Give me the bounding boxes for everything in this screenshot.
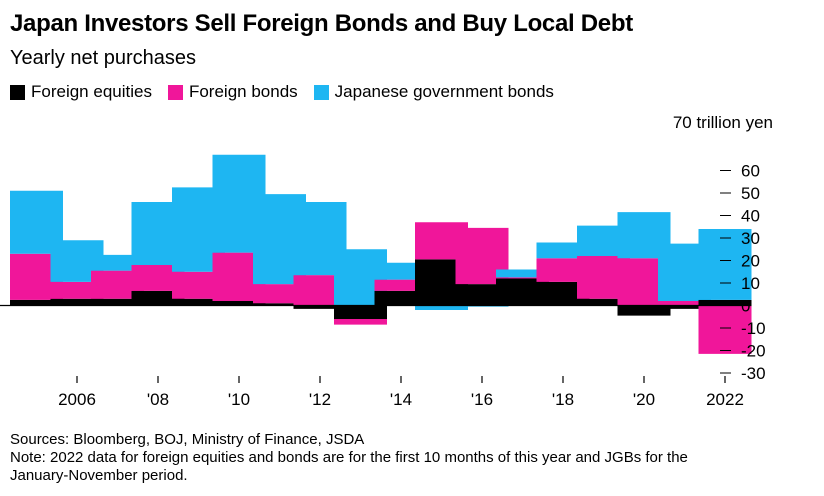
bar-equities-2007	[91, 298, 144, 306]
x-tick-label-2012: '12	[309, 390, 331, 409]
legend-item-japanese-government-bonds: Japanese government bonds	[313, 82, 554, 102]
bar-equities-2006	[50, 298, 104, 306]
bar-equities-2019	[577, 298, 630, 306]
bar-equities-2010	[212, 301, 266, 306]
bar-jgb-2018	[536, 242, 590, 259]
bar-equities-2008	[131, 290, 185, 306]
bar-jgb-2014	[374, 262, 428, 280]
note-text-line-2: January-November period.	[10, 467, 188, 484]
bar-jgb-2022	[698, 229, 752, 300]
bar-bonds-2006	[50, 281, 104, 299]
note-text-line-1: Note: 2022 data for foreign equities and…	[10, 449, 688, 466]
legend-item-foreign-equities: Foreign equities	[10, 82, 152, 102]
bar-equities-2013	[334, 305, 387, 319]
x-tick-label-2022: 2022	[706, 390, 744, 409]
axis-group: 70 trillion yen 60 50 40 30 20 10 0 -10 -20 -30 200…	[0, 113, 773, 409]
y-tick-label--20: -20	[741, 342, 766, 361]
bar-bonds-2021	[658, 301, 711, 306]
chart-subtitle: Yearly net purchases	[10, 47, 197, 69]
bar-bonds-2011	[253, 284, 306, 304]
bar-equities-2020	[617, 305, 671, 316]
bar-bonds-2018	[536, 258, 590, 282]
bars-group	[10, 154, 752, 354]
bar-equities-2012	[293, 305, 347, 309]
bar-bonds-2022	[698, 305, 752, 354]
bar-jgb-2007	[91, 254, 144, 271]
bar-bonds-2017	[496, 277, 549, 279]
x-tick-label-2010: '10	[228, 390, 250, 409]
y-tick-label-20: 20	[741, 252, 760, 271]
y-tick-label-0: 0	[741, 297, 750, 316]
y-tick-label-30: 30	[741, 229, 760, 248]
legend-item-foreign-bonds: Foreign bonds	[167, 82, 298, 102]
bar-bonds-2014	[374, 279, 428, 291]
x-tick-label-2018: '18	[552, 390, 574, 409]
bar-equities-2014	[374, 290, 428, 306]
bar-equities-2018	[536, 281, 590, 306]
x-tick-label-2016: '16	[471, 390, 493, 409]
legend-swatch-foreign-equities	[10, 84, 25, 100]
chart-title: Japan Investors Sell Foreign Bonds and B…	[10, 10, 633, 37]
legend: Foreign equities Foreign bonds Japanese …	[10, 82, 570, 102]
bar-equities-2022	[698, 299, 752, 306]
legend-label-foreign-bonds: Foreign bonds	[188, 82, 298, 101]
legend-label-foreign-equities: Foreign equities	[31, 82, 152, 101]
bar-equities-2016	[455, 284, 509, 306]
y-tick-label-40: 40	[741, 207, 760, 226]
y-tick-label--10: -10	[741, 319, 766, 338]
x-tick-label-2006: 2006	[58, 390, 96, 409]
x-tick-label-2020: '20	[633, 390, 655, 409]
bar-equities-2021	[658, 305, 711, 309]
legend-swatch-foreign-bonds	[167, 84, 183, 100]
bar-jgb-2017	[496, 269, 549, 278]
bar-jgb-2015	[415, 305, 468, 310]
y-axis-unit-label: 70 trillion yen	[673, 113, 773, 132]
y-tick-label--30: -30	[741, 364, 766, 383]
legend-swatch-japanese-government-bonds	[313, 84, 329, 100]
x-tick-label-2008: '08	[147, 390, 169, 409]
y-tick-label-60: 60	[741, 162, 760, 181]
chart-footer: Sources: Bloomberg, BOJ, Ministry of Fin…	[10, 431, 810, 485]
y-tick-label-50: 50	[741, 184, 760, 203]
bar-equities-2009	[172, 298, 225, 306]
x-tick-label-2014: '14	[390, 390, 412, 409]
bar-equities-2011	[253, 303, 306, 306]
legend-label-japanese-government-bonds: Japanese government bonds	[334, 82, 554, 101]
bar-bonds-2013	[334, 319, 387, 325]
y-tick-label-10: 10	[741, 274, 760, 293]
sources-text: Sources: Bloomberg, BOJ, Ministry of Fin…	[10, 431, 365, 448]
bar-equities-2005	[10, 299, 63, 306]
